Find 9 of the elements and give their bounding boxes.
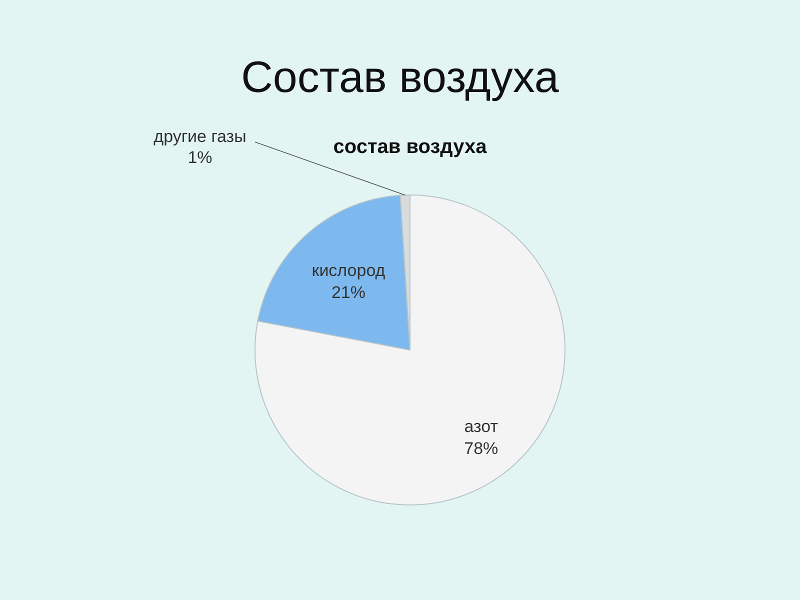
slice-label: кислород	[312, 261, 386, 280]
data-label: 21%	[331, 283, 366, 302]
chart-title: Состав воздуха	[241, 53, 560, 102]
slice-label: другие газы	[154, 127, 246, 146]
pie-slice	[254, 194, 566, 506]
chart-subtitle: состав воздуха	[333, 136, 488, 158]
data-label: 78%	[464, 438, 498, 458]
slice-label: азот	[464, 416, 498, 436]
data-label: 1%	[188, 148, 212, 167]
